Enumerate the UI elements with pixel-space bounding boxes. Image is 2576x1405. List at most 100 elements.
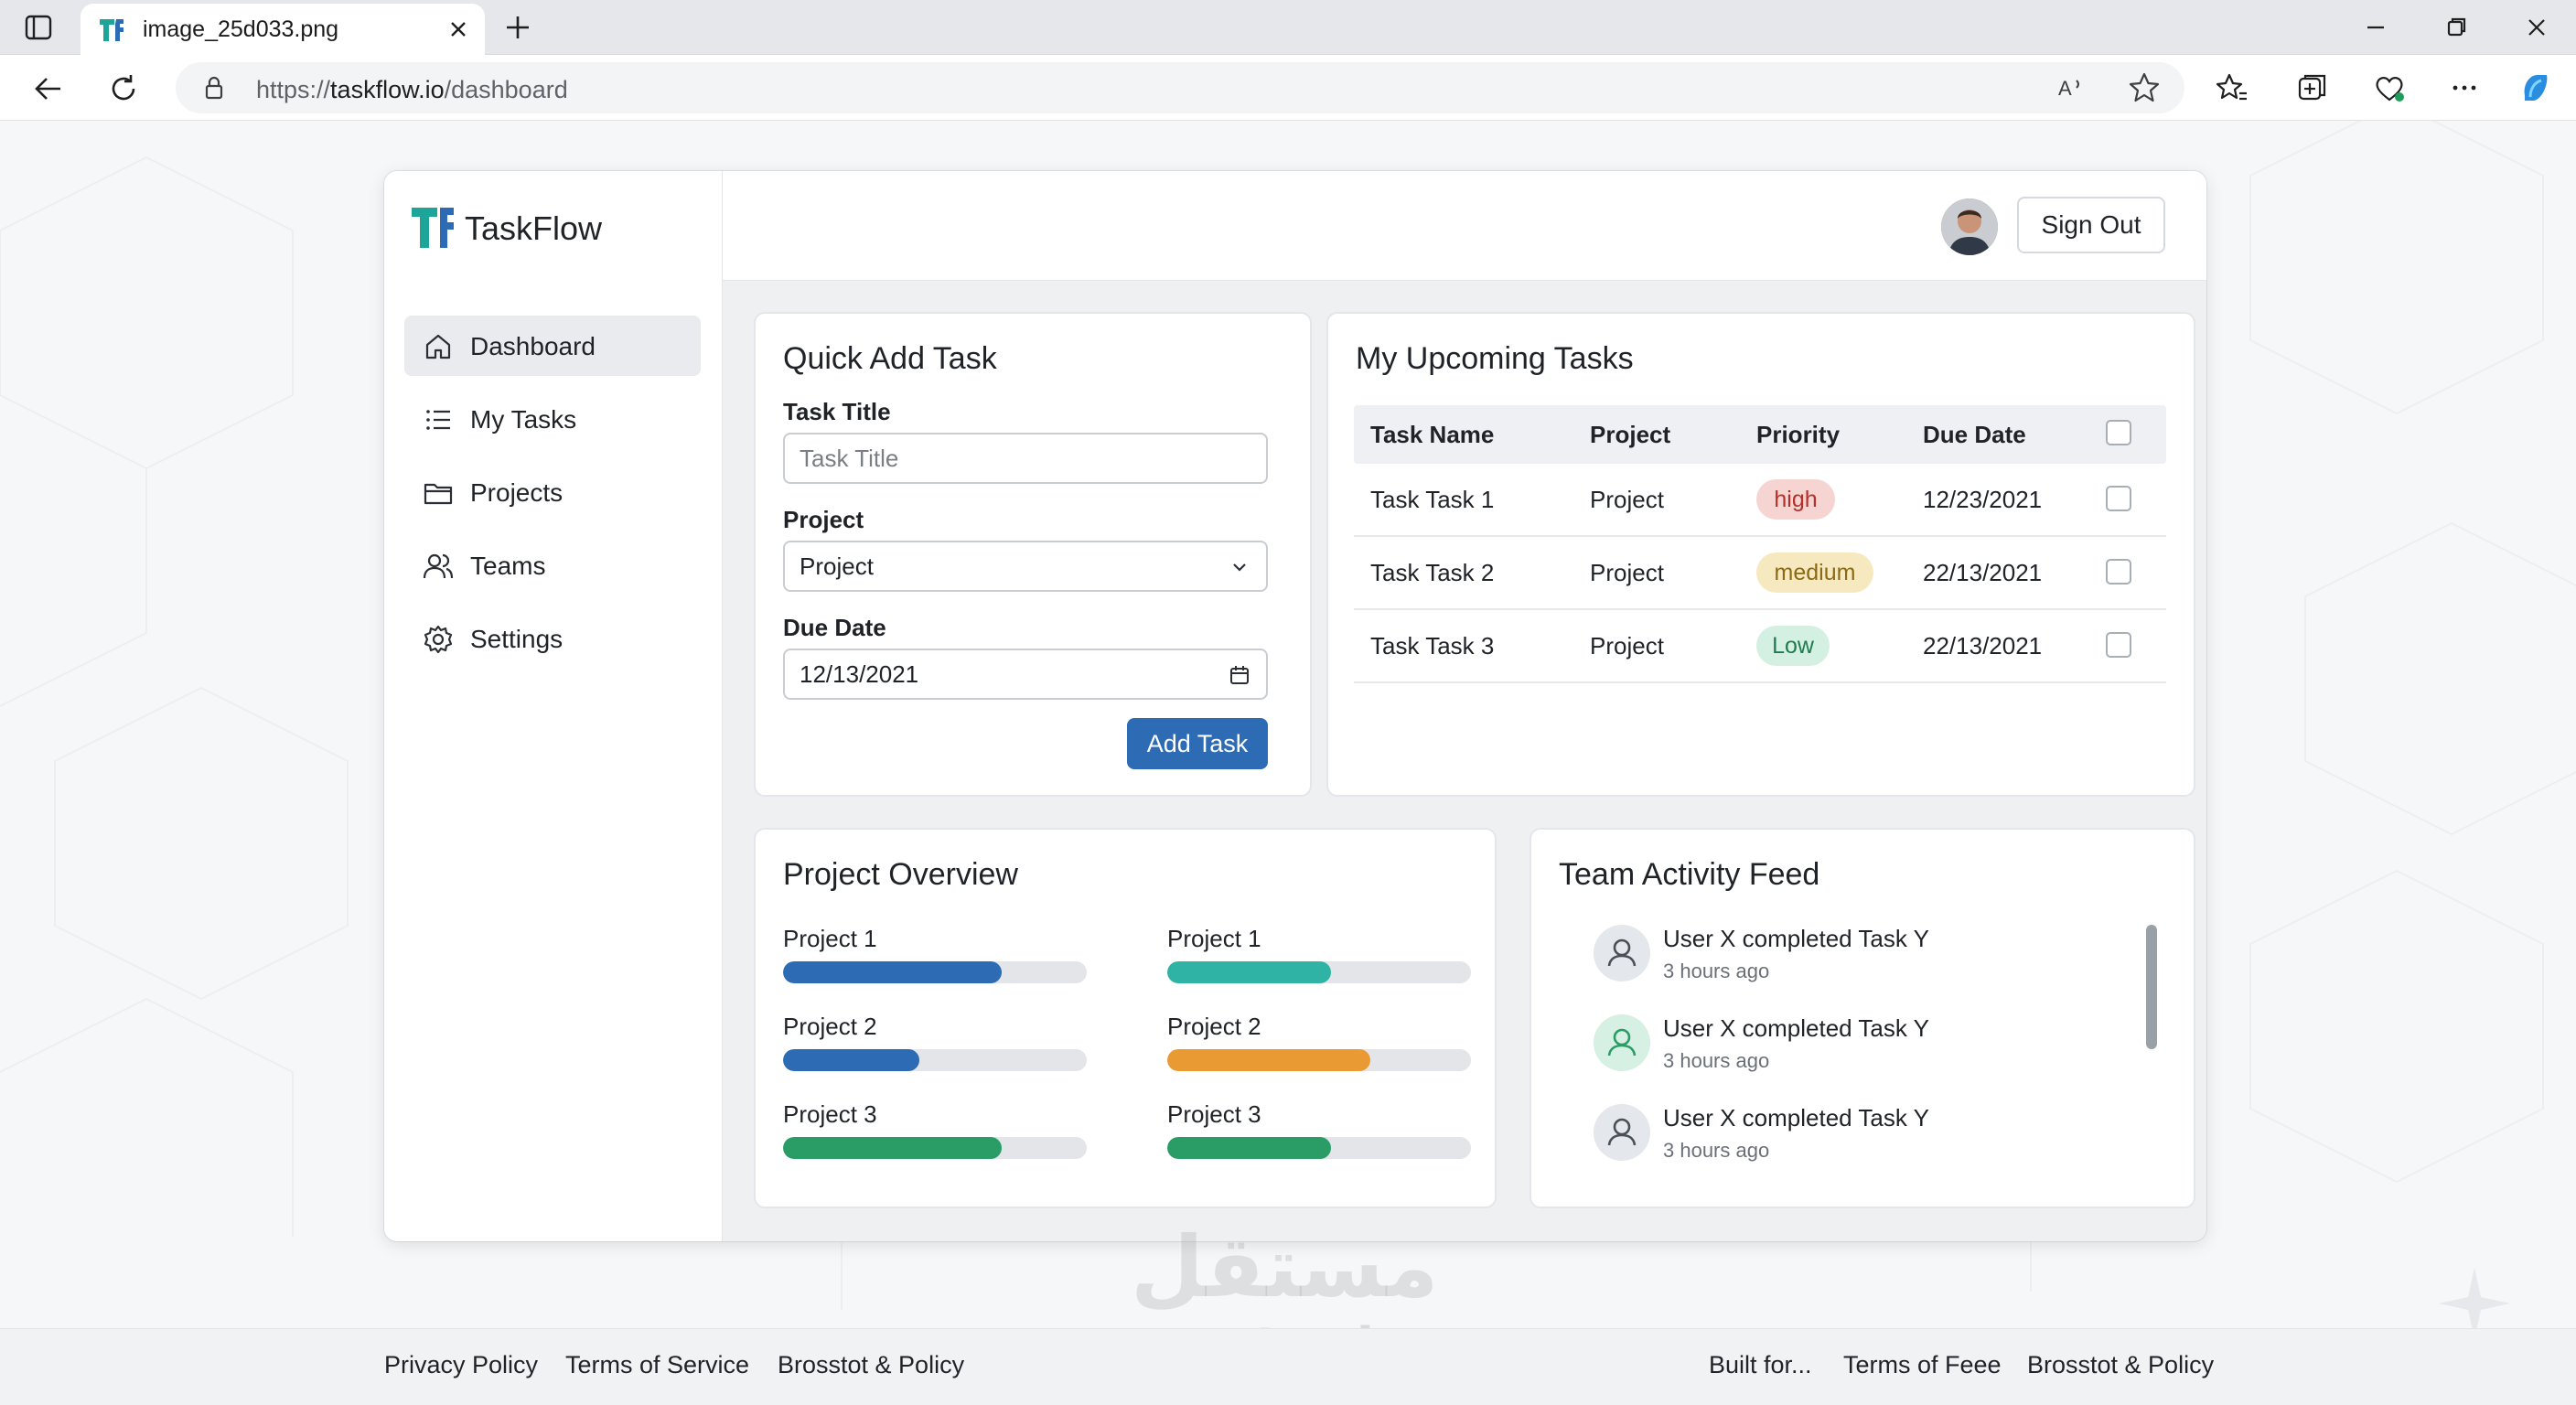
project-select[interactable]: Project	[783, 541, 1268, 592]
gear-icon	[424, 625, 453, 654]
list-icon	[426, 410, 450, 430]
new-tab-icon[interactable]	[503, 13, 532, 42]
column-header-priority[interactable]: Priority	[1756, 421, 1841, 448]
collections-icon[interactable]	[2294, 70, 2331, 106]
sidebar-item-label: Dashboard	[470, 332, 596, 360]
activity-time: 3 hours ago	[1663, 1139, 1770, 1162]
more-options-icon[interactable]	[2446, 70, 2483, 106]
lock-icon[interactable]	[201, 75, 227, 101]
user-avatar[interactable]	[1941, 198, 1998, 255]
table-row[interactable]: Task Task 2 Project medium 22/13/2021	[1354, 537, 2166, 610]
tab-actions-icon[interactable]	[24, 14, 53, 41]
row-checkbox[interactable]	[2106, 486, 2131, 511]
url-host: taskflow.io	[330, 76, 445, 103]
project-progress-bar	[1167, 961, 1471, 983]
upcoming-tasks-title: My Upcoming Tasks	[1356, 341, 1634, 376]
due-date-cell: 22/13/2021	[1923, 559, 2043, 586]
footer-link-policy-2[interactable]: Brosstot & Policy	[2027, 1351, 2215, 1378]
footer-link-terms-fee[interactable]: Terms of Feee	[1843, 1351, 2002, 1378]
minimize-icon[interactable]	[2360, 13, 2391, 42]
user-icon	[1607, 938, 1637, 967]
sidebar-item-settings[interactable]: Settings	[404, 608, 701, 669]
folder-icon	[424, 483, 453, 505]
footer-link-built-for[interactable]: Built for...	[1709, 1351, 1812, 1378]
table-row[interactable]: Task Task 1 Project high 12/23/2021	[1354, 464, 2166, 537]
progress-fill	[1167, 1137, 1332, 1159]
close-tab-icon[interactable]	[446, 17, 470, 41]
tab-title: image_25d033.png	[143, 16, 339, 42]
watermark-logo: مستقل	[1131, 1218, 1439, 1316]
footer-link-terms[interactable]: Terms of Service	[565, 1351, 750, 1378]
project-label: Project 1	[1167, 925, 1261, 952]
page-footer: Privacy Policy Terms of Service Brosstot…	[0, 1328, 2576, 1405]
sidebar-item-label: Projects	[470, 478, 564, 507]
favorites-icon[interactable]	[2214, 70, 2250, 106]
task-title-input[interactable]: Task Title	[783, 433, 1268, 484]
activity-scrollbar[interactable]	[2146, 925, 2157, 1049]
copilot-icon[interactable]	[2517, 70, 2554, 106]
table-row[interactable]: Task Task 3 Project Low 22/13/2021	[1354, 610, 2166, 683]
progress-fill	[1167, 1049, 1371, 1071]
due-date-input[interactable]: 12/13/2021	[783, 649, 1268, 700]
task-title-label: Task Title	[783, 398, 891, 425]
sparkle-icon	[2439, 1268, 2510, 1339]
refresh-icon[interactable]	[106, 71, 141, 106]
sidebar-item-teams[interactable]: Teams	[404, 535, 701, 595]
app-window: TaskFlow Dashboard My Tasks Projects	[384, 171, 2206, 1241]
due-date-label: Due Date	[783, 614, 886, 641]
task-name-cell: Task Task 3	[1370, 632, 1495, 660]
project-cell: Project	[1590, 559, 1664, 586]
project-select-value: Project	[800, 552, 874, 580]
column-header-task-name[interactable]: Task Name	[1370, 421, 1495, 448]
project-overview-title: Project Overview	[783, 857, 1018, 892]
restore-icon[interactable]	[2441, 13, 2472, 42]
sidebar-item-my-tasks[interactable]: My Tasks	[404, 389, 701, 449]
footer-link-policy[interactable]: Brosstot & Policy	[778, 1351, 965, 1378]
project-cell: Project	[1590, 486, 1664, 513]
table-header: Task Name Project Priority Due Date	[1354, 405, 2166, 464]
back-icon[interactable]	[31, 71, 66, 106]
sign-out-button[interactable]: Sign Out	[2017, 197, 2165, 253]
close-window-icon[interactable]	[2521, 13, 2552, 42]
project-label: Project 3	[1167, 1100, 1261, 1128]
top-header: Sign Out	[723, 171, 2206, 281]
svg-text:A: A	[2058, 77, 2072, 100]
row-checkbox[interactable]	[2106, 632, 2131, 658]
taskflow-logo-icon	[412, 208, 454, 248]
project-label: Project 2	[1167, 1013, 1261, 1040]
sidebar-item-label: Teams	[470, 552, 546, 580]
progress-fill	[1167, 961, 1332, 983]
row-checkbox[interactable]	[2106, 559, 2131, 585]
browser-essentials-icon[interactable]	[2371, 70, 2408, 106]
home-icon	[425, 334, 451, 359]
address-bar[interactable]: https://taskflow.io/dashboard A	[176, 62, 2184, 113]
select-all-checkbox[interactable]	[2106, 420, 2131, 445]
team-activity-title: Team Activity Feed	[1559, 857, 1820, 892]
add-task-button[interactable]: Add Task	[1127, 718, 1268, 769]
project-label: Project	[783, 506, 864, 533]
footer-link-privacy[interactable]: Privacy Policy	[384, 1351, 539, 1378]
column-header-due-date[interactable]: Due Date	[1923, 421, 2026, 448]
brand-name: TaskFlow	[465, 209, 603, 247]
project-progress-bar	[1167, 1137, 1471, 1159]
favorite-star-icon[interactable]	[2126, 70, 2163, 106]
sidebar-item-projects[interactable]: Projects	[404, 462, 701, 522]
activity-time: 3 hours ago	[1663, 960, 1770, 982]
progress-fill	[783, 961, 1003, 983]
project-label: Project 2	[783, 1013, 877, 1040]
calendar-icon[interactable]	[1228, 663, 1251, 687]
user-photo-icon	[1941, 198, 1998, 255]
chevron-down-icon	[1233, 563, 1246, 572]
quick-add-title: Quick Add Task	[783, 341, 997, 376]
browser-tab[interactable]: image_25d033.png	[80, 4, 485, 55]
project-progress-bar	[783, 1137, 1087, 1159]
read-aloud-icon[interactable]: A	[2053, 70, 2089, 106]
project-cell: Project	[1590, 632, 1664, 660]
url-text[interactable]: https://taskflow.io/dashboard	[256, 76, 568, 104]
due-date-cell: 12/23/2021	[1923, 486, 2043, 513]
project-label: Project 3	[783, 1100, 877, 1128]
sidebar-item-dashboard[interactable]: Dashboard	[404, 316, 701, 376]
upcoming-tasks-card: My Upcoming Tasks Task Name Project Prio…	[1326, 312, 2195, 797]
column-header-project[interactable]: Project	[1590, 421, 1671, 448]
due-date-value: 12/13/2021	[800, 660, 919, 688]
